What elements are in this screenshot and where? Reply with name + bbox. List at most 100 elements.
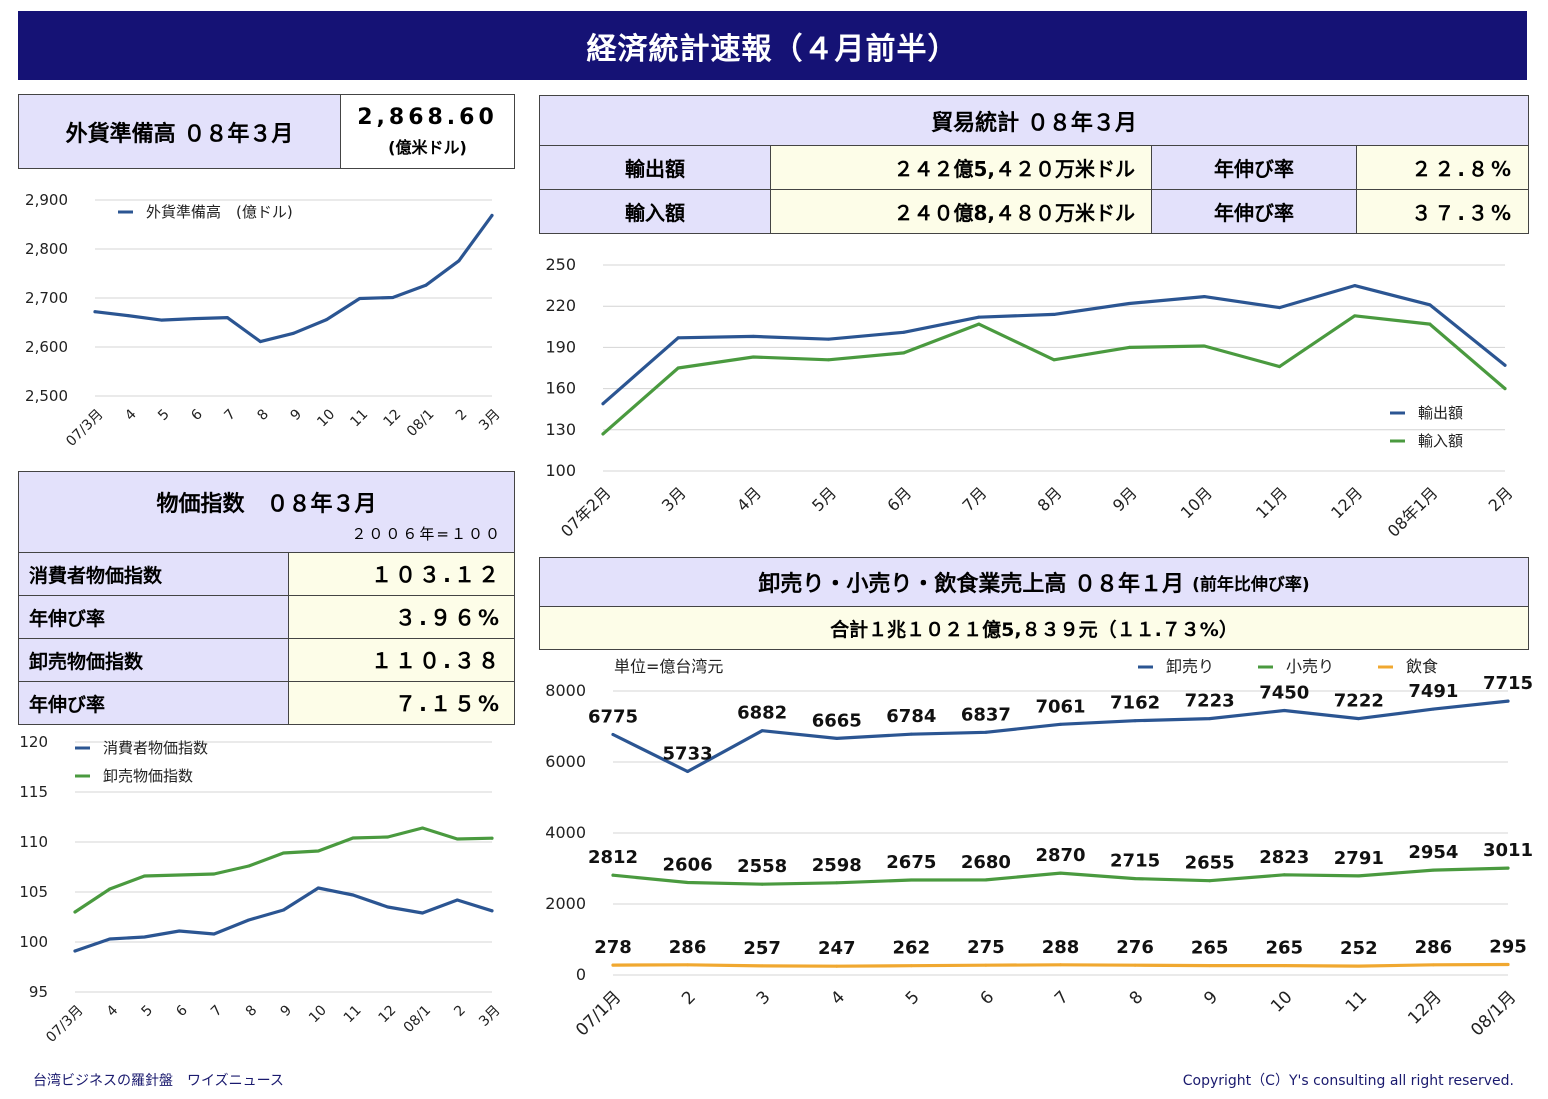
data-point xyxy=(159,318,163,322)
data-point xyxy=(902,330,906,334)
data-point xyxy=(909,878,913,882)
price-index-chart: 95 100 105 110 115 120 07/3月 4 5 6 7 8 9 10 11 12 08/1 2 3… xyxy=(19,733,504,1046)
trade-import-growth-label: 年伸び率 xyxy=(1151,189,1357,234)
wpi-growth-label: 年伸び率 xyxy=(18,681,289,725)
x-tick-label: 3月 xyxy=(658,483,690,515)
data-point xyxy=(984,878,988,882)
trade-export-label: 輸出額 xyxy=(539,145,771,190)
x-tick-label: 4 xyxy=(827,987,849,1009)
y-tick-label: 100 xyxy=(545,461,576,480)
data-label: 7061 xyxy=(1035,696,1085,717)
x-tick-label: 2月 xyxy=(1485,483,1517,515)
x-tick-label: 12 xyxy=(380,406,404,430)
y-tick-label: 115 xyxy=(19,783,48,801)
trade-export-growth-label: 年伸び率 xyxy=(1151,145,1357,190)
data-point xyxy=(93,310,97,314)
data-point xyxy=(1357,717,1361,721)
wpi-growth-value: ７.１５% xyxy=(288,681,515,725)
data-label: 7450 xyxy=(1259,683,1309,704)
data-label: 2791 xyxy=(1334,848,1384,869)
x-tick-label: 5 xyxy=(902,987,924,1009)
x-tick-label: 11 xyxy=(341,1002,365,1026)
y-tick-label: 2,500 xyxy=(25,387,68,405)
data-point xyxy=(258,340,262,344)
data-point xyxy=(490,836,494,840)
x-tick-label: 3月 xyxy=(476,406,504,434)
legend-label: 輸出額 xyxy=(1418,404,1463,422)
legend-label: 外貨準備高 (億ドル) xyxy=(146,203,293,221)
data-point xyxy=(143,935,146,939)
x-tick-label: 7 xyxy=(208,1002,226,1020)
data-point xyxy=(1127,345,1131,349)
forex-unit: (億米ドル) xyxy=(388,138,467,157)
data-point xyxy=(457,259,461,263)
data-point xyxy=(751,355,755,359)
data-point xyxy=(835,736,839,740)
data-point xyxy=(1208,879,1212,883)
data-label: 5733 xyxy=(663,743,713,764)
data-label: 7162 xyxy=(1110,693,1160,714)
data-label: 278 xyxy=(594,937,632,958)
y-tick-label: 0 xyxy=(576,965,586,984)
data-label: 6665 xyxy=(812,710,862,731)
x-tick-label: 08/1 xyxy=(401,1002,435,1036)
x-tick-label: 9 xyxy=(278,1002,296,1020)
data-point xyxy=(1503,363,1507,367)
data-point xyxy=(760,729,764,733)
data-label: 6775 xyxy=(588,706,638,727)
data-point xyxy=(1208,964,1212,968)
y-tick-label: 6000 xyxy=(545,752,586,771)
data-point xyxy=(611,732,615,736)
x-tick-label: 10 xyxy=(306,1002,330,1026)
sales-total: 合計１兆１０２１億5,８３９元（１１.７３%） xyxy=(830,618,1238,641)
data-point xyxy=(325,318,329,322)
data-point xyxy=(73,910,77,914)
data-point xyxy=(1357,964,1361,968)
data-label: 2715 xyxy=(1110,851,1160,872)
data-point xyxy=(686,963,690,967)
x-tick-label: 11 xyxy=(347,406,371,430)
data-label: 2655 xyxy=(1185,853,1235,874)
sales-chart: 0 2000 4000 6000 8000 07/1月 2 3 4 5 6 7 8 9 10 11 12月 08/… xyxy=(545,657,1533,1040)
data-point xyxy=(611,963,615,967)
data-point xyxy=(212,932,216,936)
data-point xyxy=(601,402,605,406)
x-tick-label: 10月 xyxy=(1177,483,1216,522)
data-point xyxy=(909,732,913,736)
data-point xyxy=(247,864,251,868)
series-line xyxy=(73,826,494,914)
data-point xyxy=(835,881,839,885)
y-tick-label: 220 xyxy=(545,296,576,315)
y-tick-label: 160 xyxy=(545,379,576,398)
x-tick-label: 07/3月 xyxy=(63,406,106,449)
x-tick-label: 07/3月 xyxy=(43,1002,86,1045)
data-point xyxy=(760,882,764,886)
forex-label-box: 外貨準備高 ０８年３月 xyxy=(18,94,341,169)
data-point xyxy=(1059,963,1062,967)
data-point xyxy=(601,432,605,436)
data-label: 247 xyxy=(818,938,856,959)
data-point xyxy=(386,835,390,839)
sales-title: 卸売り・小売り・飲食業売上高 ０８年１月 xyxy=(758,572,1185,597)
data-point xyxy=(1127,301,1131,305)
prices-table: 消費者物価指数 １０３.１２ 年伸び率 ３.９６% 卸売物価指数 １１０.３８ … xyxy=(18,552,515,725)
x-tick-label: 4 xyxy=(122,406,140,424)
data-point xyxy=(1052,312,1056,316)
cpi-growth-value: ３.９６% xyxy=(288,595,515,639)
data-point xyxy=(1353,314,1357,318)
x-tick-label: 07/1月 xyxy=(572,987,625,1040)
data-point xyxy=(1282,873,1286,877)
x-tick-label: 9 xyxy=(288,406,306,424)
data-label: 286 xyxy=(669,937,707,958)
data-point xyxy=(1431,707,1435,711)
data-label: 6784 xyxy=(886,706,936,727)
x-tick-label: 8 xyxy=(1126,987,1148,1009)
x-tick-label: 10 xyxy=(314,406,338,430)
y-tick-label: 120 xyxy=(19,733,48,751)
x-tick-label: 3月 xyxy=(476,1002,504,1030)
sales-total-box: 合計１兆１０２１億5,８３９元（１１.７３%） xyxy=(539,606,1529,650)
data-label: 288 xyxy=(1042,937,1080,958)
y-tick-label: 2,800 xyxy=(25,240,68,258)
data-point xyxy=(1278,365,1281,369)
x-tick-label: 6月 xyxy=(883,483,915,515)
